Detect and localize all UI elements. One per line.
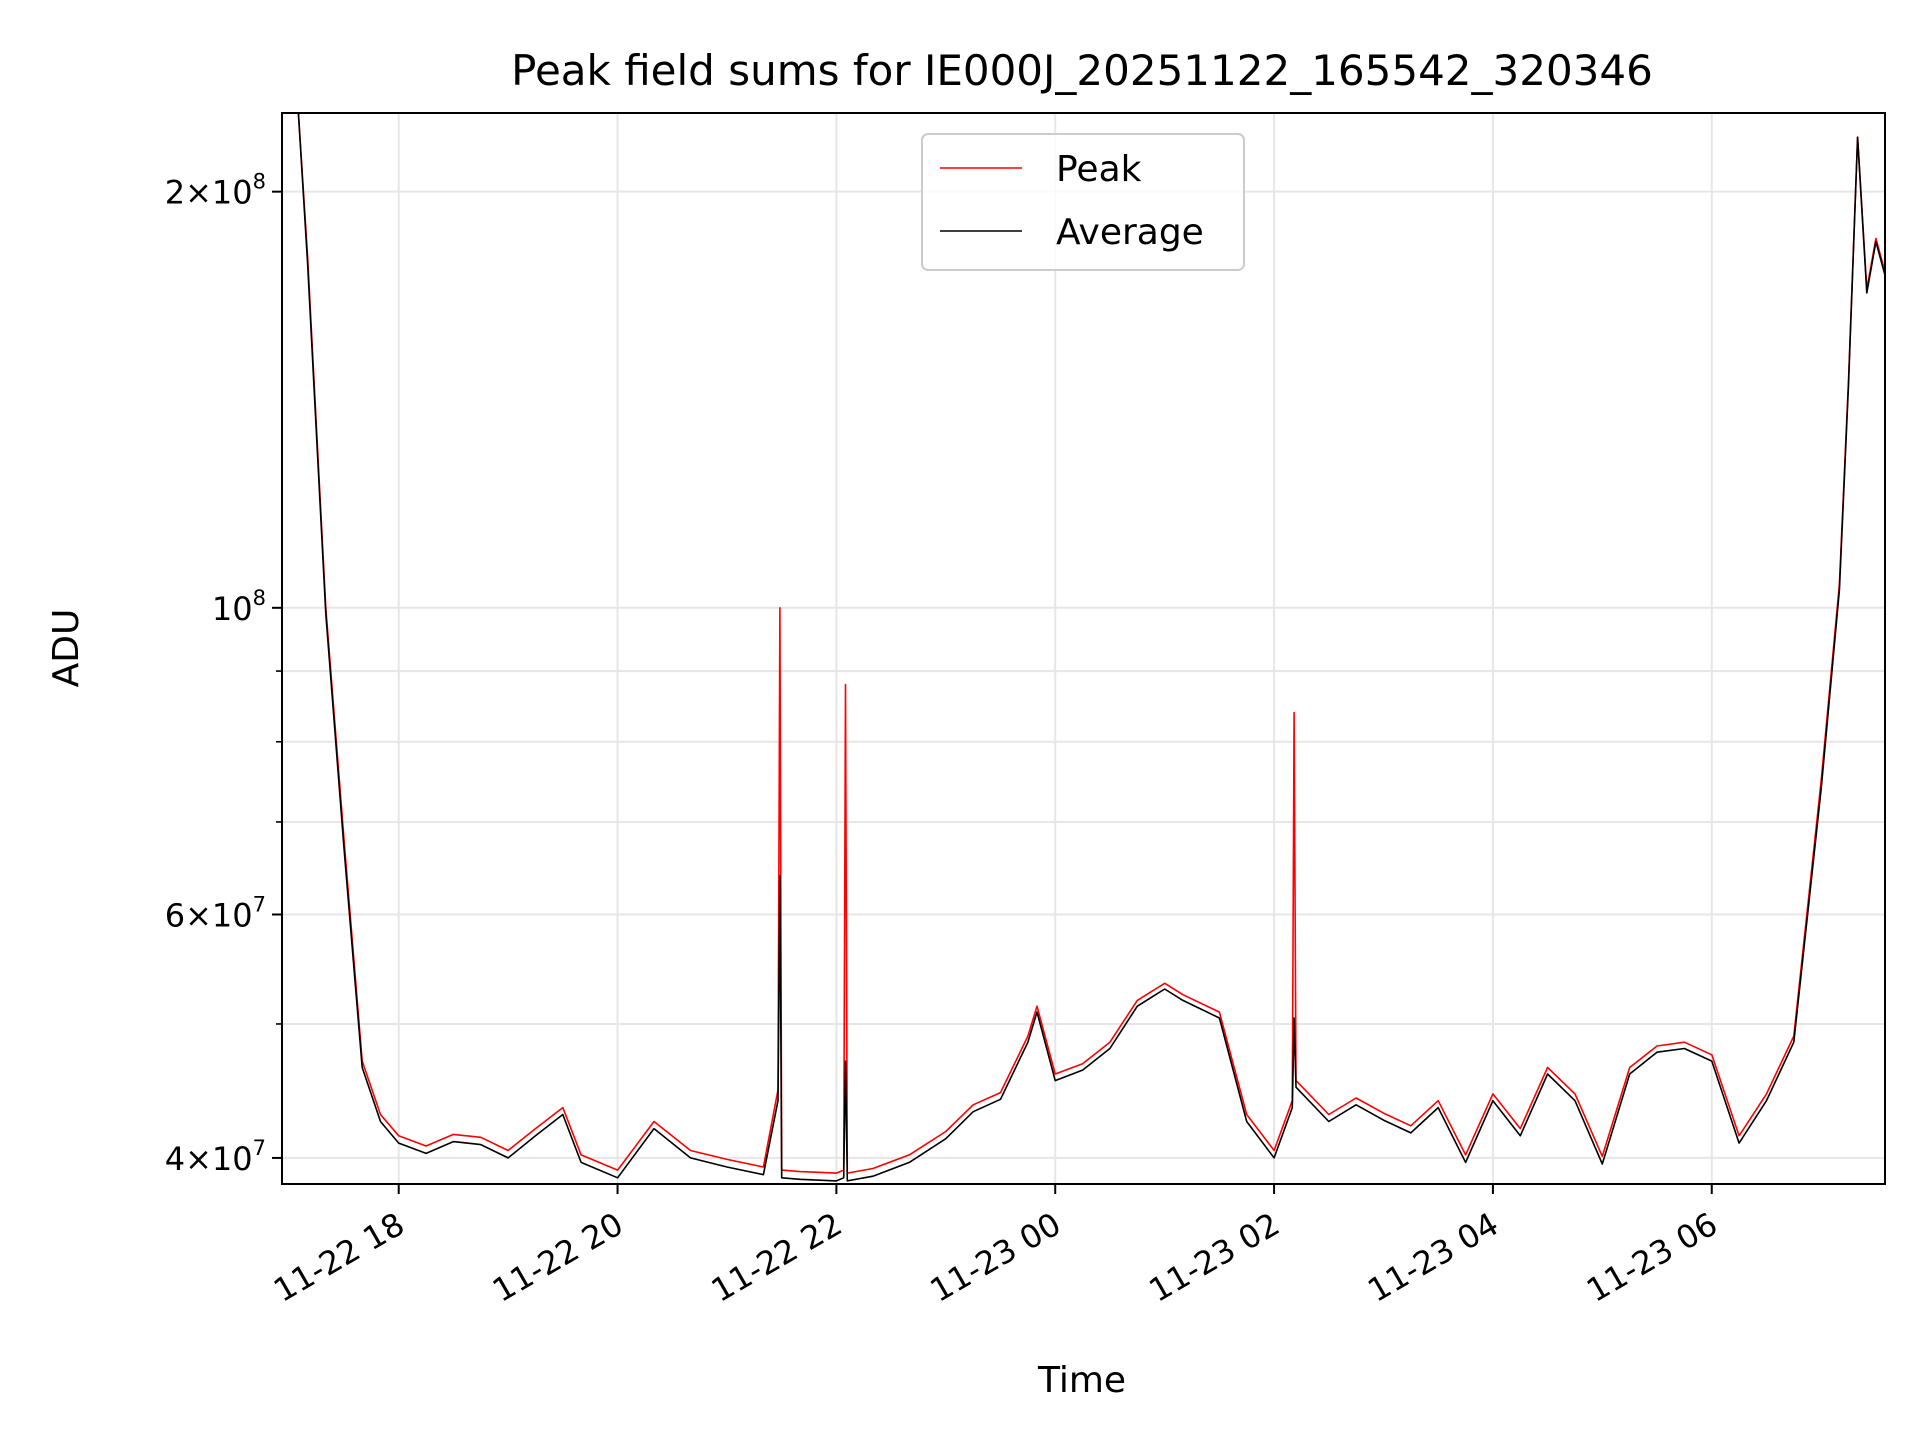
- legend: Peak Average: [921, 133, 1245, 271]
- y-axis-label: ADU: [46, 609, 87, 688]
- plot-area-frame: [281, 112, 1886, 1185]
- y-tick-label: 4×107: [165, 1136, 266, 1178]
- chart-title: Peak field sums for IE000J_20251122_1655…: [511, 46, 1653, 95]
- y-tick-label: 2×108: [165, 170, 266, 212]
- series-line-peak: [282, 112, 1886, 1174]
- x-axis-label: Time: [1037, 1360, 1126, 1401]
- legend-label-peak: Peak: [1056, 149, 1142, 190]
- y-tick-label: 6×107: [165, 892, 266, 934]
- plot-series: [282, 112, 1886, 1182]
- series-line-average: [282, 112, 1886, 1182]
- legend-label-average: Average: [1056, 212, 1204, 253]
